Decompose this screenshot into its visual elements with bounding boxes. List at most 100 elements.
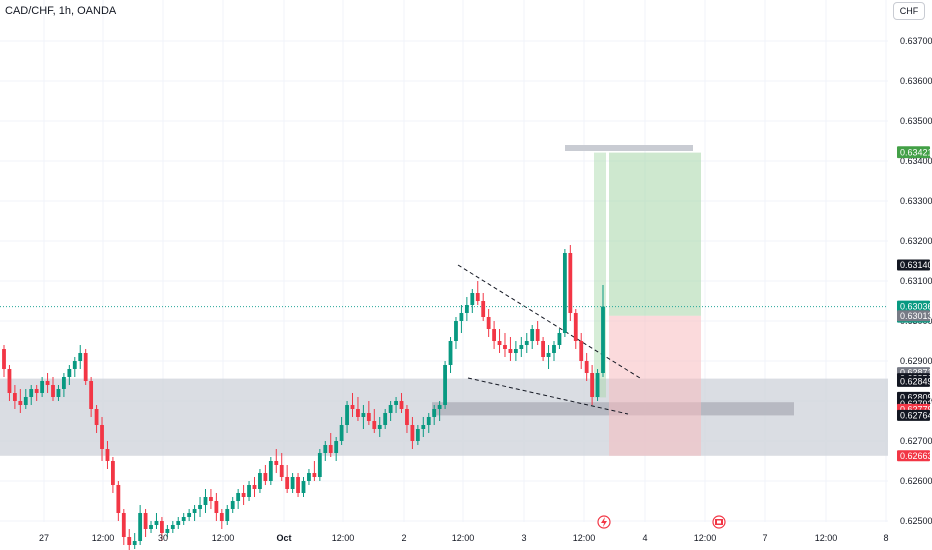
- candle[interactable]: [552, 341, 556, 361]
- candle[interactable]: [290, 473, 295, 493]
- candle[interactable]: [546, 345, 551, 369]
- candle[interactable]: [187, 509, 192, 521]
- lightning-event-icon[interactable]: [597, 515, 611, 529]
- candle[interactable]: [497, 329, 502, 353]
- candle[interactable]: [415, 425, 420, 445]
- candle[interactable]: [405, 405, 409, 433]
- candle[interactable]: [127, 529, 132, 550]
- candle[interactable]: [345, 401, 349, 433]
- candle[interactable]: [100, 417, 104, 461]
- candle[interactable]: [508, 337, 513, 361]
- candle[interactable]: [356, 397, 360, 421]
- candle[interactable]: [78, 345, 83, 369]
- candle[interactable]: [203, 489, 208, 513]
- take-profit-zone[interactable]: [609, 152, 701, 316]
- candle[interactable]: [437, 401, 442, 421]
- candle[interactable]: [492, 321, 496, 349]
- candle[interactable]: [236, 489, 241, 509]
- candle[interactable]: [301, 477, 306, 497]
- candle[interactable]: [513, 341, 518, 361]
- candle[interactable]: [225, 505, 230, 525]
- candle[interactable]: [160, 517, 164, 541]
- candle[interactable]: [214, 493, 219, 521]
- candle[interactable]: [595, 369, 600, 401]
- candle[interactable]: [89, 377, 94, 417]
- candle[interactable]: [23, 389, 28, 409]
- candle[interactable]: [40, 377, 45, 397]
- candle[interactable]: [426, 413, 431, 433]
- candle[interactable]: [312, 461, 317, 481]
- candle[interactable]: [328, 433, 333, 457]
- candle[interactable]: [383, 409, 388, 429]
- candle[interactable]: [230, 497, 235, 513]
- candle[interactable]: [421, 417, 426, 437]
- candle[interactable]: [192, 505, 197, 521]
- candle[interactable]: [132, 533, 137, 549]
- candle[interactable]: [464, 297, 469, 321]
- candle[interactable]: [590, 365, 595, 405]
- candle[interactable]: [170, 521, 175, 533]
- candle[interactable]: [307, 469, 311, 485]
- candle[interactable]: [279, 453, 284, 481]
- candle[interactable]: [394, 397, 398, 413]
- candle[interactable]: [323, 441, 328, 461]
- candle[interactable]: [274, 449, 279, 473]
- candle[interactable]: [34, 385, 39, 401]
- candle[interactable]: [410, 417, 415, 449]
- candle[interactable]: [535, 321, 540, 345]
- candle[interactable]: [584, 353, 589, 381]
- candle[interactable]: [121, 509, 126, 545]
- candle[interactable]: [247, 481, 251, 501]
- candle[interactable]: [18, 389, 23, 413]
- candle[interactable]: [138, 505, 143, 545]
- candle[interactable]: [530, 325, 535, 349]
- stop-loss-zone[interactable]: [609, 315, 701, 456]
- candle[interactable]: [198, 497, 202, 517]
- candle[interactable]: [486, 309, 491, 337]
- currency-button[interactable]: CHF: [893, 2, 925, 20]
- candle[interactable]: [252, 477, 257, 497]
- candle[interactable]: [601, 285, 605, 377]
- candle[interactable]: [524, 333, 529, 353]
- flag-event-icon[interactable]: [712, 515, 726, 529]
- candle[interactable]: [541, 337, 546, 361]
- candle[interactable]: [296, 473, 300, 497]
- candle[interactable]: [105, 441, 110, 469]
- candle[interactable]: [388, 401, 393, 421]
- candle[interactable]: [339, 417, 344, 445]
- candle[interactable]: [12, 385, 17, 409]
- candle[interactable]: [83, 349, 88, 385]
- candle[interactable]: [350, 393, 355, 417]
- candle[interactable]: [45, 373, 50, 393]
- candle[interactable]: [268, 457, 273, 485]
- candle[interactable]: [72, 357, 77, 377]
- candle[interactable]: [176, 517, 181, 529]
- candle[interactable]: [29, 385, 34, 405]
- candle[interactable]: [143, 509, 148, 537]
- lower-trendline[interactable]: [467, 377, 629, 415]
- candle[interactable]: [258, 469, 262, 493]
- candle[interactable]: [317, 449, 322, 481]
- candle[interactable]: [61, 373, 66, 397]
- candle[interactable]: [51, 377, 55, 401]
- candle[interactable]: [154, 513, 159, 529]
- candle[interactable]: [443, 361, 447, 409]
- candle[interactable]: [165, 525, 170, 537]
- candle[interactable]: [7, 365, 12, 401]
- candle[interactable]: [334, 437, 339, 461]
- candle[interactable]: [366, 401, 371, 425]
- candle[interactable]: [263, 465, 268, 485]
- candle[interactable]: [399, 393, 404, 413]
- candle[interactable]: [241, 485, 246, 505]
- candle[interactable]: [475, 281, 480, 305]
- upper-trendline[interactable]: [457, 264, 641, 379]
- candle[interactable]: [56, 385, 61, 401]
- candle[interactable]: [372, 409, 377, 433]
- resistance-bar[interactable]: [565, 145, 693, 151]
- candle[interactable]: [149, 521, 153, 533]
- candle[interactable]: [454, 317, 458, 349]
- candle[interactable]: [568, 245, 573, 321]
- candle[interactable]: [573, 309, 578, 349]
- candle[interactable]: [377, 417, 382, 437]
